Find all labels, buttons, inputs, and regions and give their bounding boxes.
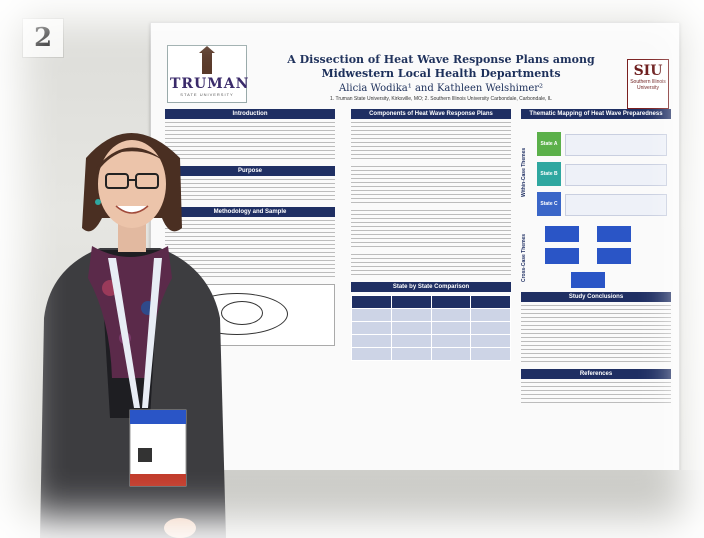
siu-logo-sub: Southern Illinois University bbox=[630, 79, 666, 91]
section-heading-thematic: Thematic Mapping of Heat Wave Preparedne… bbox=[521, 109, 671, 119]
theme-state-b: State B bbox=[537, 162, 561, 186]
smile bbox=[115, 205, 149, 214]
theme-state-a-desc bbox=[565, 134, 667, 156]
section-heading-comparison: State by State Comparison bbox=[351, 282, 511, 292]
poster-title-line1: A Dissection of Heat Wave Response Plans… bbox=[287, 53, 595, 66]
presenter-figure bbox=[40, 133, 226, 538]
poster-column-middle: Components of Heat Wave Response Plans S… bbox=[351, 109, 511, 361]
presenter-person bbox=[30, 118, 230, 538]
components-text-3 bbox=[351, 210, 511, 250]
siu-logo: SIU Southern Illinois University bbox=[627, 59, 669, 109]
truman-logo-sub: STATE UNIVERSITY bbox=[180, 92, 234, 97]
section-heading-conclusions: Study Conclusions bbox=[521, 292, 671, 302]
clock-tower-icon bbox=[199, 46, 215, 74]
thematic-map: Within-Case Themes State A State B State… bbox=[521, 122, 671, 292]
theme-state-a: State A bbox=[537, 132, 561, 156]
earring bbox=[95, 199, 101, 205]
diagram-inner-oval bbox=[221, 301, 263, 325]
poster-title-block: A Dissection of Heat Wave Response Plans… bbox=[261, 53, 621, 102]
cross-case-box-4 bbox=[597, 248, 631, 264]
theme-state-b-desc bbox=[565, 164, 667, 186]
components-text-1 bbox=[351, 122, 511, 162]
hand bbox=[164, 518, 196, 538]
conclusions-text bbox=[521, 305, 671, 365]
references-text bbox=[521, 382, 671, 406]
hair-bangs bbox=[96, 147, 170, 174]
comparison-table bbox=[351, 295, 511, 361]
theme-state-c: State C bbox=[537, 192, 561, 216]
section-heading-components: Components of Heat Wave Response Plans bbox=[351, 109, 511, 119]
booth-number: 2 bbox=[33, 23, 53, 53]
display-table bbox=[150, 470, 704, 538]
cross-case-box-1 bbox=[545, 226, 579, 242]
section-heading-references: References bbox=[521, 369, 671, 379]
lanyard bbox=[142, 258, 162, 408]
theme-state-c-desc bbox=[565, 194, 667, 216]
cross-case-box-5 bbox=[571, 272, 605, 288]
research-poster: TRUMAN STATE UNIVERSITY A Dissection of … bbox=[150, 22, 680, 472]
introduction-text bbox=[165, 122, 335, 162]
face bbox=[98, 140, 166, 228]
purpose-text bbox=[165, 179, 335, 203]
truman-logo-word: TRUMAN bbox=[170, 76, 250, 92]
scarf bbox=[88, 246, 172, 378]
section-heading-introduction: Introduction bbox=[165, 109, 335, 119]
components-text-4 bbox=[351, 254, 511, 278]
truman-logo: TRUMAN STATE UNIVERSITY bbox=[167, 45, 250, 103]
badge-qr-icon bbox=[138, 448, 152, 462]
badge-ribbon bbox=[130, 474, 186, 486]
lanyard bbox=[108, 258, 140, 408]
siu-logo-mark: SIU bbox=[633, 63, 663, 79]
cross-case-box-2 bbox=[597, 226, 631, 242]
poster-authors: Alicia Wodika¹ and Kathleen Welshimer² bbox=[338, 83, 544, 94]
section-heading-methodology: Methodology and Sample bbox=[165, 207, 335, 217]
poster-column-right: Thematic Mapping of Heat Wave Preparedne… bbox=[521, 109, 671, 410]
within-case-label: Within-Case Themes bbox=[521, 147, 527, 197]
cross-case-label: Cross-Case Themes bbox=[521, 233, 527, 283]
booth-number-card: 2 bbox=[22, 18, 64, 58]
cross-case-box-3 bbox=[545, 248, 579, 264]
components-text-2 bbox=[351, 166, 511, 206]
poster-title-line2: Midwestern Local Health Departments bbox=[321, 67, 561, 80]
badge-header bbox=[130, 410, 186, 424]
poster-affiliations: 1. Truman State University, Kirksville, … bbox=[330, 96, 552, 102]
section-heading-purpose: Purpose bbox=[165, 166, 335, 176]
